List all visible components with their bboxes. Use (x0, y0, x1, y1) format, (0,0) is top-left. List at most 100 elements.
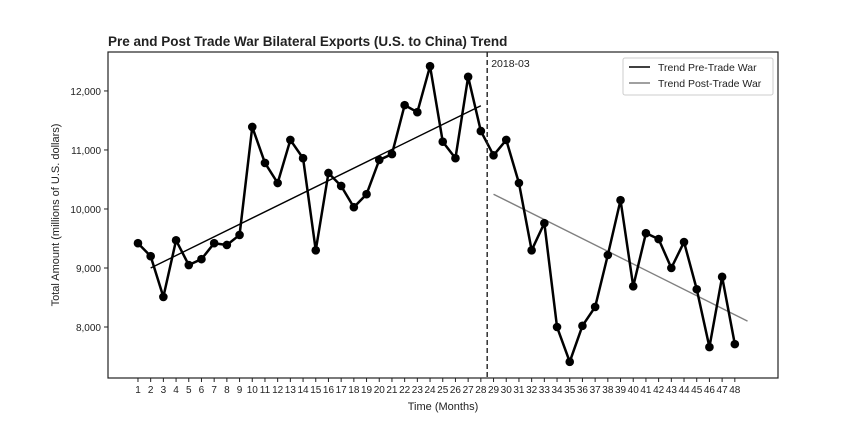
data-point (476, 126, 486, 136)
plot-area (107, 51, 779, 379)
data-point (705, 342, 714, 352)
x-tick-label: 10 (247, 385, 259, 396)
data-point (311, 245, 321, 255)
x-tick-label: 26 (450, 385, 462, 396)
x-tick-label: 46 (704, 385, 716, 396)
x-tick-label: 3 (161, 385, 167, 396)
data-point (324, 168, 333, 178)
data-point (273, 178, 282, 188)
x-tick-label: 41 (640, 385, 652, 396)
x-tick-label: 48 (729, 385, 741, 396)
y-tick-label: 10,000 (70, 205, 101, 216)
data-point (336, 181, 346, 191)
x-tick-label: 43 (666, 385, 678, 396)
data-point (438, 137, 448, 147)
y-tick-label: 11,000 (71, 146, 101, 157)
data-point (514, 178, 524, 188)
data-point (463, 72, 473, 82)
data-point (222, 240, 232, 250)
data-point (374, 155, 384, 165)
data-point (235, 230, 244, 240)
data-point (387, 149, 397, 159)
y-tick-label: 9,000 (76, 264, 101, 275)
data-point (565, 357, 575, 367)
x-tick-label: 13 (285, 385, 297, 396)
x-tick-label: 27 (463, 385, 475, 396)
x-tick-label: 29 (488, 385, 500, 396)
x-tick-label: 1 (135, 385, 141, 396)
x-tick-label: 40 (628, 385, 640, 396)
x-tick-label: 33 (539, 385, 551, 396)
x-tick-label: 23 (412, 385, 424, 396)
data-point (501, 135, 511, 145)
x-tick-label: 38 (602, 385, 614, 396)
x-tick-label: 28 (475, 385, 487, 396)
data-point (133, 238, 143, 248)
x-tick-label: 19 (361, 385, 373, 396)
data-point (413, 107, 422, 117)
y-tick-label: 12,000 (70, 87, 101, 98)
data-point (171, 235, 181, 245)
data-point (146, 251, 155, 261)
data-point (451, 153, 460, 163)
x-tick-label: 2 (148, 385, 154, 396)
trend-line-post (493, 193, 748, 322)
x-tick-label: 4 (173, 385, 179, 396)
data-point (692, 284, 702, 294)
data-point (641, 228, 651, 238)
x-tick-label: 36 (577, 385, 589, 396)
legend: Trend Pre-Trade War Trend Post-Trade War (622, 57, 774, 96)
x-tick-label: 32 (526, 385, 538, 396)
x-tick-label: 15 (310, 385, 322, 396)
data-point (489, 150, 498, 160)
data-point (628, 281, 638, 291)
data-point (247, 122, 257, 132)
x-tick-label: 34 (551, 385, 563, 396)
x-tick-label: 17 (336, 385, 348, 396)
data-point (578, 321, 587, 331)
trend-line-pre (150, 105, 482, 269)
x-tick-label: 16 (323, 385, 335, 396)
y-axis-label: Total Amount (millions of U.S. dollars) (50, 124, 62, 307)
x-tick-label: 7 (211, 385, 217, 396)
data-point (616, 195, 625, 205)
x-tick-label: 37 (590, 385, 602, 396)
x-tick-label: 12 (272, 385, 284, 396)
x-tick-label: 6 (199, 385, 205, 396)
x-tick-label: 5 (186, 385, 192, 396)
x-tick-label: 42 (653, 385, 665, 396)
x-tick-label: 47 (717, 385, 729, 396)
data-point (286, 135, 295, 145)
data-point (552, 322, 562, 332)
x-tick-label: 18 (348, 385, 360, 396)
x-tick-label: 22 (399, 385, 411, 396)
data-point (527, 245, 536, 255)
data-point (730, 339, 740, 349)
x-tick-label: 14 (297, 385, 309, 396)
data-point (717, 272, 727, 282)
data-point (425, 61, 435, 71)
x-axis-label: Time (Months) (408, 401, 479, 413)
data-point (362, 189, 371, 199)
series-line (137, 64, 737, 364)
data-point (184, 260, 194, 270)
data-point (667, 263, 676, 273)
x-tick-label: 9 (237, 385, 243, 396)
chart-title: Pre and Post Trade War Bilateral Exports… (108, 34, 507, 49)
x-tick-label: 44 (678, 385, 690, 396)
data-point (349, 202, 359, 212)
x-tick-label: 24 (424, 385, 436, 396)
legend-label-pre: Trend Pre-Trade War (658, 62, 757, 74)
legend-label-post: Trend Post-Trade War (658, 78, 762, 90)
x-tick-label: 8 (224, 385, 230, 396)
x-tick-label: 31 (513, 385, 525, 396)
x-tick-label: 35 (564, 385, 576, 396)
data-point (400, 100, 409, 110)
data-point (590, 302, 600, 312)
x-tick-label: 45 (691, 385, 703, 396)
data-point (603, 250, 613, 260)
trade-war-start-label: 2018-03 (491, 58, 530, 70)
data-point (654, 234, 663, 244)
data-point (260, 158, 270, 168)
x-tick-label: 20 (374, 385, 386, 396)
